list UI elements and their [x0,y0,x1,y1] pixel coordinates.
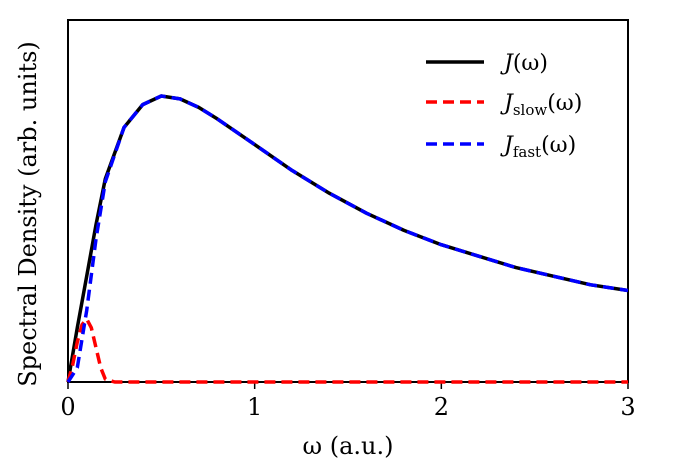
legend-label-j-slow: Jslow(ω) [500,91,582,119]
legend-label-j: J(ω) [500,51,548,76]
plot-area [67,19,629,383]
x-tick-label: 2 [434,393,449,421]
x-tick-label: 1 [247,393,262,421]
x-tick-label: 0 [60,393,75,421]
x-axis-label: ω (a.u.) [303,432,394,460]
series-j-slow [66,317,628,384]
legend-label-j-fast: Jfast(ω) [500,133,576,161]
series-layer [66,94,629,384]
series-j-fast [66,94,629,383]
x-tick-label: 3 [620,393,635,421]
legend: J(ω) Jslow(ω) Jfast(ω) [426,51,582,161]
y-axis-label: Spectral Density (arb. units) [14,41,42,387]
x-axis-ticks: 0 1 2 3 [60,382,636,421]
